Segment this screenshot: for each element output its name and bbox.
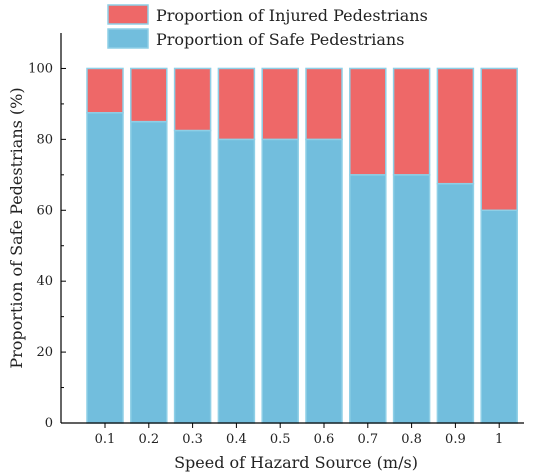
y-tick-label-0: 0 [45,416,53,431]
bar-injured-0.8 [392,67,431,176]
bar-injured-0.1 [86,67,124,114]
y-tick-label-60: 60 [36,203,53,218]
axes: 0 20 40 60 80 100 0.1 0.2 0.3 0.4 0.5 0.6 0.7 0.8 0.9 1 [28,33,524,447]
bar-injured-1 [480,67,518,212]
y-axis-title: Proportion of Safe Pedestrians (%) [7,87,26,368]
x-tick-label-0.4: 0.4 [226,432,247,447]
y-tick-label-40: 40 [36,274,53,289]
legend-label-injured: Proportion of Injured Pedestrians [156,6,428,25]
x-tick-label-0.5: 0.5 [270,432,291,447]
legend-swatch-safe [107,28,149,49]
x-tick-label-0.1: 0.1 [95,432,116,447]
y-tick-label-100: 100 [28,61,53,76]
y-tick-label-20: 20 [36,345,53,360]
y-tick-label-80: 80 [36,132,53,147]
legend-swatch-injured [107,4,149,25]
legend: Proportion of Injured Pedestrians Propor… [107,4,428,49]
x-axis-title: Speed of Hazard Source (m/s) [174,453,418,472]
legend-label-safe: Proportion of Safe Pedestrians [156,30,404,49]
x-tick-label-0.9: 0.9 [445,432,466,447]
x-tick-label-0.7: 0.7 [357,432,378,447]
bar-injured-0.3 [173,67,212,132]
bar-safe-0.9 [436,182,475,424]
bar-injured-0.5 [261,67,299,141]
x-tick-label-1: 1 [495,432,503,447]
x-tick-label-0.8: 0.8 [401,432,422,447]
x-tick-label-0.2: 0.2 [138,432,159,447]
bar-safe-0.3 [173,129,212,424]
bar-safe-0.1 [86,112,124,424]
x-tick-label-0.6: 0.6 [314,432,335,447]
bar-injured-0.9 [436,67,475,185]
bar-safe-0.7 [349,174,387,424]
bar-safe-0.6 [305,138,343,424]
bar-safe-0.5 [261,138,299,424]
bar-injured-0.6 [305,67,343,141]
bar-injured-0.7 [349,67,387,176]
bar-safe-0.8 [392,174,431,424]
bar-safe-1 [480,209,518,424]
bars [86,67,518,424]
bar-safe-0.4 [217,138,256,424]
bar-injured-0.4 [217,67,256,141]
x-tick-label-0.3: 0.3 [182,432,203,447]
bar-injured-0.2 [130,67,168,123]
bar-safe-0.2 [130,120,168,424]
